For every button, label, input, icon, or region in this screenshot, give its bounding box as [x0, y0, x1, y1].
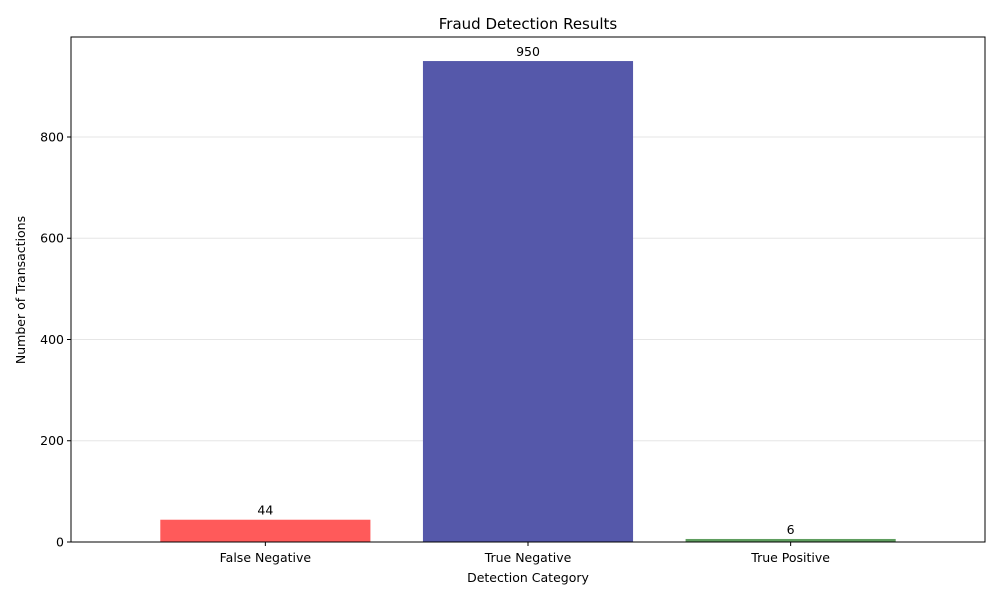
data-label: 950 [516, 44, 540, 59]
y-axis-ticks: 0 200 400 600 800 [40, 129, 71, 550]
data-label: 6 [787, 522, 795, 537]
x-tick-label: True Negative [484, 550, 572, 565]
data-labels: 44 950 6 [257, 44, 794, 537]
y-axis-title: Number of Transactions [13, 216, 28, 364]
y-tick-label: 600 [40, 231, 64, 246]
bars [160, 61, 896, 543]
y-tick-label: 400 [40, 332, 64, 347]
bar-false-negative [160, 519, 371, 542]
x-axis-title: Detection Category [467, 570, 589, 585]
x-tick-label: False Negative [220, 550, 312, 565]
y-tick-label: 0 [56, 535, 64, 550]
y-tick-label: 200 [40, 433, 64, 448]
chart-title: Fraud Detection Results [439, 15, 618, 33]
x-tick-label: True Positive [750, 550, 830, 565]
bar-true-positive [685, 538, 896, 542]
y-tick-label: 800 [40, 129, 64, 144]
x-axis-ticks: False Negative True Negative True Positive [220, 542, 830, 565]
data-label: 44 [257, 503, 273, 518]
bar-true-negative [422, 61, 634, 543]
